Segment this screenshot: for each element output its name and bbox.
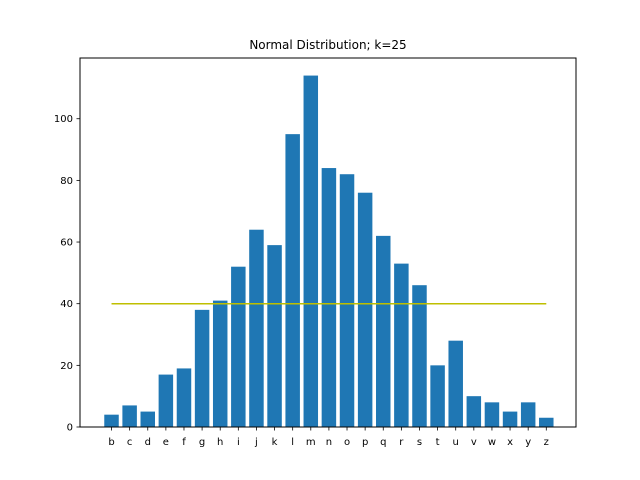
- x-tick-label-e: e: [163, 437, 169, 448]
- x-tick-label-k: k: [272, 437, 278, 448]
- y-tick-label-0: 0: [67, 423, 73, 434]
- x-tick-label-t: t: [436, 437, 440, 448]
- bar-b: [104, 414, 119, 427]
- bar-i: [231, 266, 246, 427]
- bars-group: [104, 75, 554, 428]
- x-tick-label-h: h: [217, 437, 223, 448]
- bar-f: [176, 368, 192, 427]
- x-tick-label-z: z: [544, 437, 549, 448]
- y-tick-label-40: 40: [60, 299, 73, 310]
- bar-u: [448, 340, 463, 427]
- bar-o: [339, 174, 355, 427]
- bar-w: [484, 402, 500, 427]
- bar-t: [430, 365, 445, 427]
- bar-e: [158, 374, 174, 427]
- bar-k: [267, 245, 282, 427]
- x-tick-label-c: c: [127, 437, 133, 448]
- x-tick-label-m: m: [306, 437, 316, 448]
- x-tick-label-v: v: [471, 437, 477, 448]
- x-tick-label-p: p: [362, 437, 368, 448]
- x-tick-label-q: q: [380, 437, 386, 448]
- y-tick-label-100: 100: [54, 114, 73, 125]
- bar-p: [357, 192, 373, 427]
- plot-frame: [79, 57, 577, 428]
- x-tick-label-o: o: [344, 437, 350, 448]
- bar-q: [376, 235, 391, 427]
- bar-d: [140, 411, 155, 427]
- x-tick-label-g: g: [199, 437, 205, 448]
- bar-c: [122, 405, 137, 427]
- x-tick-label-w: w: [488, 437, 496, 448]
- y-tick-label-20: 20: [60, 361, 73, 372]
- bar-m: [303, 75, 319, 427]
- y-tick-label-80: 80: [60, 176, 73, 187]
- x-tick-label-r: r: [399, 437, 404, 448]
- chart-title: Normal Distribution; k=25: [249, 38, 406, 52]
- bar-g: [194, 309, 210, 427]
- y-axis: 0 20 40 60 80 100: [54, 114, 80, 434]
- bar-v: [466, 396, 482, 427]
- bar-n: [321, 168, 337, 428]
- x-tick-label-n: n: [326, 437, 332, 448]
- x-tick-label-j: j: [254, 437, 258, 448]
- bar-s: [412, 285, 427, 427]
- x-tick-label-i: i: [237, 437, 240, 448]
- x-tick-label-s: s: [417, 437, 422, 448]
- x-tick-label-x: x: [507, 437, 513, 448]
- x-tick-label-y: y: [525, 437, 531, 448]
- bar-z: [539, 417, 554, 427]
- bar-x: [502, 411, 518, 427]
- x-tick-label-f: f: [182, 437, 186, 448]
- bar-y: [520, 402, 536, 427]
- bar-r: [394, 263, 409, 427]
- y-tick-label-60: 60: [60, 238, 73, 249]
- bar-l: [285, 134, 300, 427]
- bar-j: [249, 229, 264, 427]
- x-tick-label-d: d: [145, 437, 151, 448]
- x-tick-label-u: u: [453, 437, 459, 448]
- x-tick-label-b: b: [108, 437, 114, 448]
- x-tick-label-l: l: [291, 437, 294, 448]
- bar-h: [212, 300, 228, 427]
